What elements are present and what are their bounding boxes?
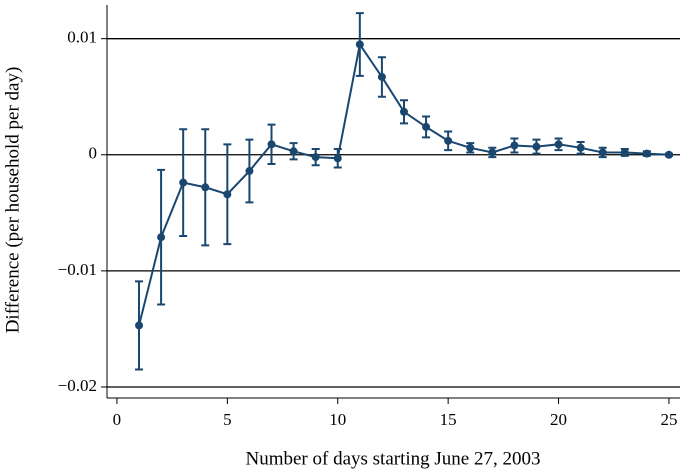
y-axis-title: Difference (per household per day) bbox=[2, 67, 23, 334]
data-point bbox=[223, 190, 232, 199]
x-tick-label: 20 bbox=[550, 410, 567, 429]
x-tick-label: 5 bbox=[223, 410, 232, 429]
data-point bbox=[377, 72, 386, 81]
data-point bbox=[245, 167, 254, 176]
data-point bbox=[267, 140, 276, 149]
data-point bbox=[664, 150, 673, 159]
y-tick-label: 0 bbox=[89, 144, 98, 163]
data-point bbox=[576, 143, 585, 152]
data-point bbox=[135, 321, 144, 330]
data-point bbox=[620, 148, 629, 157]
data-point bbox=[399, 107, 408, 116]
data-point bbox=[532, 142, 541, 151]
data-point bbox=[510, 141, 519, 150]
x-tick-label: 0 bbox=[113, 410, 122, 429]
data-point bbox=[598, 148, 607, 157]
data-point bbox=[444, 136, 453, 145]
data-point bbox=[488, 148, 497, 157]
data-point bbox=[289, 147, 298, 156]
data-point bbox=[422, 122, 431, 131]
x-tick-label: 25 bbox=[660, 410, 677, 429]
y-tick-label: −0.01 bbox=[58, 260, 97, 279]
data-point bbox=[157, 233, 166, 242]
data-point bbox=[554, 140, 563, 149]
y-tick-label: 0.01 bbox=[67, 28, 97, 47]
x-tick-label: 15 bbox=[440, 410, 457, 429]
data-point bbox=[179, 178, 188, 187]
x-tick-label: 10 bbox=[329, 410, 346, 429]
series-line bbox=[138, 41, 670, 326]
x-axis-title: Number of days starting June 27, 2003 bbox=[246, 448, 541, 469]
data-point bbox=[311, 153, 320, 162]
data-point bbox=[201, 183, 210, 192]
data-point bbox=[333, 154, 342, 163]
y-tick-label: −0.02 bbox=[58, 376, 97, 395]
data-point bbox=[642, 149, 651, 158]
data-point bbox=[355, 40, 364, 49]
data-point bbox=[466, 143, 475, 152]
